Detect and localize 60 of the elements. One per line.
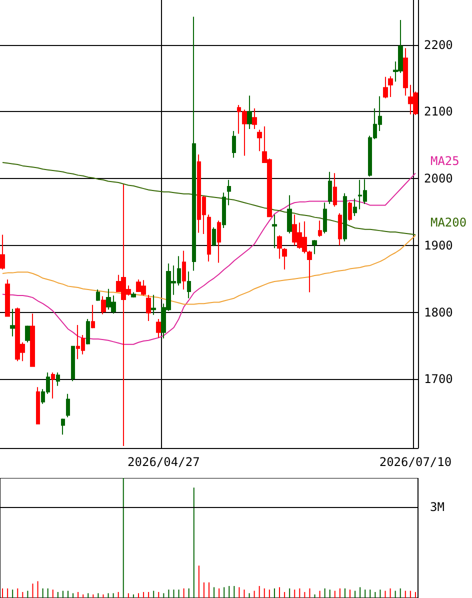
y-tick-label: 1900 [424, 238, 453, 252]
candlestick [86, 318, 90, 345]
y-tick-label: 1700 [424, 372, 453, 386]
y-tick-label: 1800 [424, 305, 453, 320]
candlestick [383, 76, 388, 99]
y-tick-label: 2100 [424, 104, 453, 119]
candlestick [101, 296, 106, 315]
candlestick [348, 201, 352, 222]
candlestick [192, 16, 196, 272]
candlestick [25, 325, 30, 343]
candlestick [0, 234, 5, 270]
candlestick [222, 192, 226, 229]
candlestick [272, 214, 277, 249]
candlestick [217, 220, 221, 264]
y-tick-label: 2200 [424, 38, 453, 52]
candlestick [182, 250, 186, 290]
candlestick [91, 304, 95, 329]
candlestick [146, 294, 151, 322]
y-tick-label: 2000 [424, 172, 453, 186]
ref-line-label: 3M [430, 500, 444, 514]
candlestick [156, 318, 161, 338]
candlestick [96, 289, 100, 302]
candlestick [282, 248, 287, 270]
series-label: MA25 [430, 154, 460, 168]
candlestick [403, 48, 408, 96]
candlestick [247, 95, 252, 130]
candlestick [36, 386, 40, 424]
candlestick [338, 212, 342, 246]
candlestick [287, 194, 292, 234]
candlestick [277, 234, 282, 260]
candlestick [131, 292, 136, 298]
candlestick [56, 372, 60, 386]
candlestick [343, 192, 347, 242]
series-label: MA200 [430, 216, 467, 230]
candlestick [212, 226, 216, 247]
candlestick [318, 220, 322, 238]
candlestick [187, 270, 191, 299]
x-tick-label: 2026/07/10 [379, 455, 452, 469]
candlestick [312, 240, 317, 255]
candlestick [328, 171, 332, 204]
candlestick [71, 346, 75, 382]
candlestick [323, 202, 327, 234]
x-tick-label: 2026/04/27 [128, 455, 200, 469]
candlestick [10, 308, 15, 337]
candlestick [30, 313, 35, 367]
candlestick [207, 214, 211, 262]
candlestick [227, 179, 231, 206]
candlestick [353, 198, 357, 216]
candlestick [51, 372, 55, 400]
candlestick [252, 108, 257, 130]
candlestick [61, 418, 65, 436]
candlestick [5, 279, 10, 317]
candlestick [232, 130, 236, 158]
candlestick [66, 393, 70, 418]
candlestick [257, 129, 262, 152]
line-series [2, 172, 416, 345]
line-series [2, 162, 416, 236]
candlestick [151, 294, 156, 316]
candlestick [333, 172, 337, 208]
candlestick [388, 76, 393, 98]
